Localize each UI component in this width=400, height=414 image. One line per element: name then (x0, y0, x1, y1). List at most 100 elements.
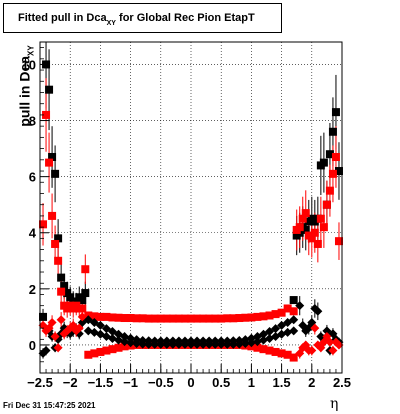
y-tick-label: 2 (29, 282, 36, 297)
data-point-diamond (310, 323, 320, 333)
data-point-square (48, 211, 57, 220)
y-tick-label: 0 (29, 338, 36, 353)
data-point-diamond (77, 312, 87, 322)
data-point-square (316, 214, 325, 223)
data-point-square (174, 314, 183, 323)
data-point-square (63, 289, 72, 298)
data-point-diamond (162, 339, 172, 349)
data-point-square (90, 349, 99, 358)
data-point-diamond (168, 339, 178, 349)
data-point-diamond (95, 320, 105, 330)
data-point-square (223, 314, 232, 323)
data-point-square (319, 223, 328, 232)
data-point-diamond (240, 339, 250, 349)
data-point-square (39, 220, 48, 229)
data-point-diamond (334, 340, 344, 350)
data-point-square (283, 350, 292, 359)
data-point-square (168, 314, 177, 323)
data-point-diamond (114, 335, 124, 345)
data-point-square (90, 312, 99, 321)
data-point-diamond (50, 332, 60, 342)
data-point-diamond (192, 339, 202, 349)
data-point-square (54, 234, 63, 243)
x-tick-label: 0 (187, 375, 194, 390)
data-point-square (301, 209, 310, 218)
x-tick-label: 1 (248, 375, 255, 390)
data-point-square (81, 289, 90, 298)
data-point-square (289, 353, 298, 362)
data-point-square (138, 314, 147, 323)
data-point-square (120, 314, 129, 323)
data-point-diamond (138, 339, 148, 349)
x-tick-label: 1.5 (273, 375, 291, 390)
data-point-square (205, 314, 214, 323)
data-point-square (295, 223, 304, 232)
data-point-diamond (222, 339, 232, 349)
data-point-square (108, 313, 117, 322)
data-point-diamond (216, 339, 226, 349)
data-point-diamond (210, 339, 220, 349)
data-point-square (144, 314, 153, 323)
data-point-square (156, 314, 165, 323)
data-point-square (51, 239, 60, 248)
data-point-diamond (271, 324, 281, 334)
data-point-square (322, 200, 331, 209)
data-point-square (265, 346, 274, 355)
title-rest: for Global Rec Pion EtapT (115, 12, 255, 24)
data-point-diamond (295, 301, 305, 311)
data-point-square (229, 314, 238, 323)
title-box: Fitted pull in DcaXY for Global Rec Pion… (3, 3, 282, 33)
data-point-diamond (120, 337, 130, 347)
data-point-square (325, 150, 334, 159)
data-point-square (217, 314, 226, 323)
title-main: Fitted pull in Dca (18, 12, 107, 24)
data-point-square (301, 225, 310, 234)
data-point-square (102, 346, 111, 355)
data-point-diamond (328, 346, 338, 356)
x-tick-label: −1 (123, 375, 138, 390)
data-point-square (247, 313, 256, 322)
data-point-diamond (132, 339, 142, 349)
y-tick-label: 6 (29, 170, 36, 185)
data-point-square (271, 310, 280, 319)
y-tick-label: 8 (29, 114, 36, 129)
data-point-square (162, 314, 171, 323)
data-point-square (51, 169, 60, 178)
title-subscript: XY (106, 20, 116, 27)
data-point-square (328, 127, 337, 136)
data-point-square (150, 314, 159, 323)
data-point-square (57, 287, 66, 296)
timestamp: Fri Dec 31 15:47:25 2021 (3, 401, 96, 410)
data-point-square (265, 311, 274, 320)
tick-labels: −2.5 −2 −1.5 −1 −0.5 0 0.5 1 1.5 2 2.5 0 2 4 6 8 10 (22, 57, 352, 390)
data-point-diamond (289, 326, 299, 336)
data-point-square (241, 313, 250, 322)
data-point-square (319, 158, 328, 167)
data-point-square (187, 314, 195, 323)
x-axis-label: η (330, 396, 339, 412)
x-tick-label: −0.5 (148, 375, 174, 390)
data-point-diamond (74, 323, 84, 333)
data-point-square (114, 343, 123, 352)
data-point-diamond (246, 338, 256, 348)
data-point-square (259, 345, 268, 354)
x-tick-label: −1.5 (88, 375, 114, 390)
data-markers (38, 60, 344, 362)
data-point-diamond (126, 338, 136, 348)
x-tick-label: 0.5 (212, 375, 230, 390)
data-point-square (45, 85, 54, 94)
data-point-diamond (156, 339, 166, 349)
data-point-diamond (56, 315, 66, 325)
data-point-square (235, 314, 244, 323)
data-point-square (45, 158, 54, 167)
data-point-square (331, 153, 340, 162)
data-point-square (54, 256, 63, 265)
data-point-square (108, 345, 117, 354)
data-point-square (180, 314, 189, 323)
data-point-diamond (252, 337, 262, 347)
data-point-diamond (41, 346, 51, 356)
data-point-square (277, 308, 286, 317)
data-point-square (193, 314, 202, 323)
data-point-square (66, 293, 75, 302)
